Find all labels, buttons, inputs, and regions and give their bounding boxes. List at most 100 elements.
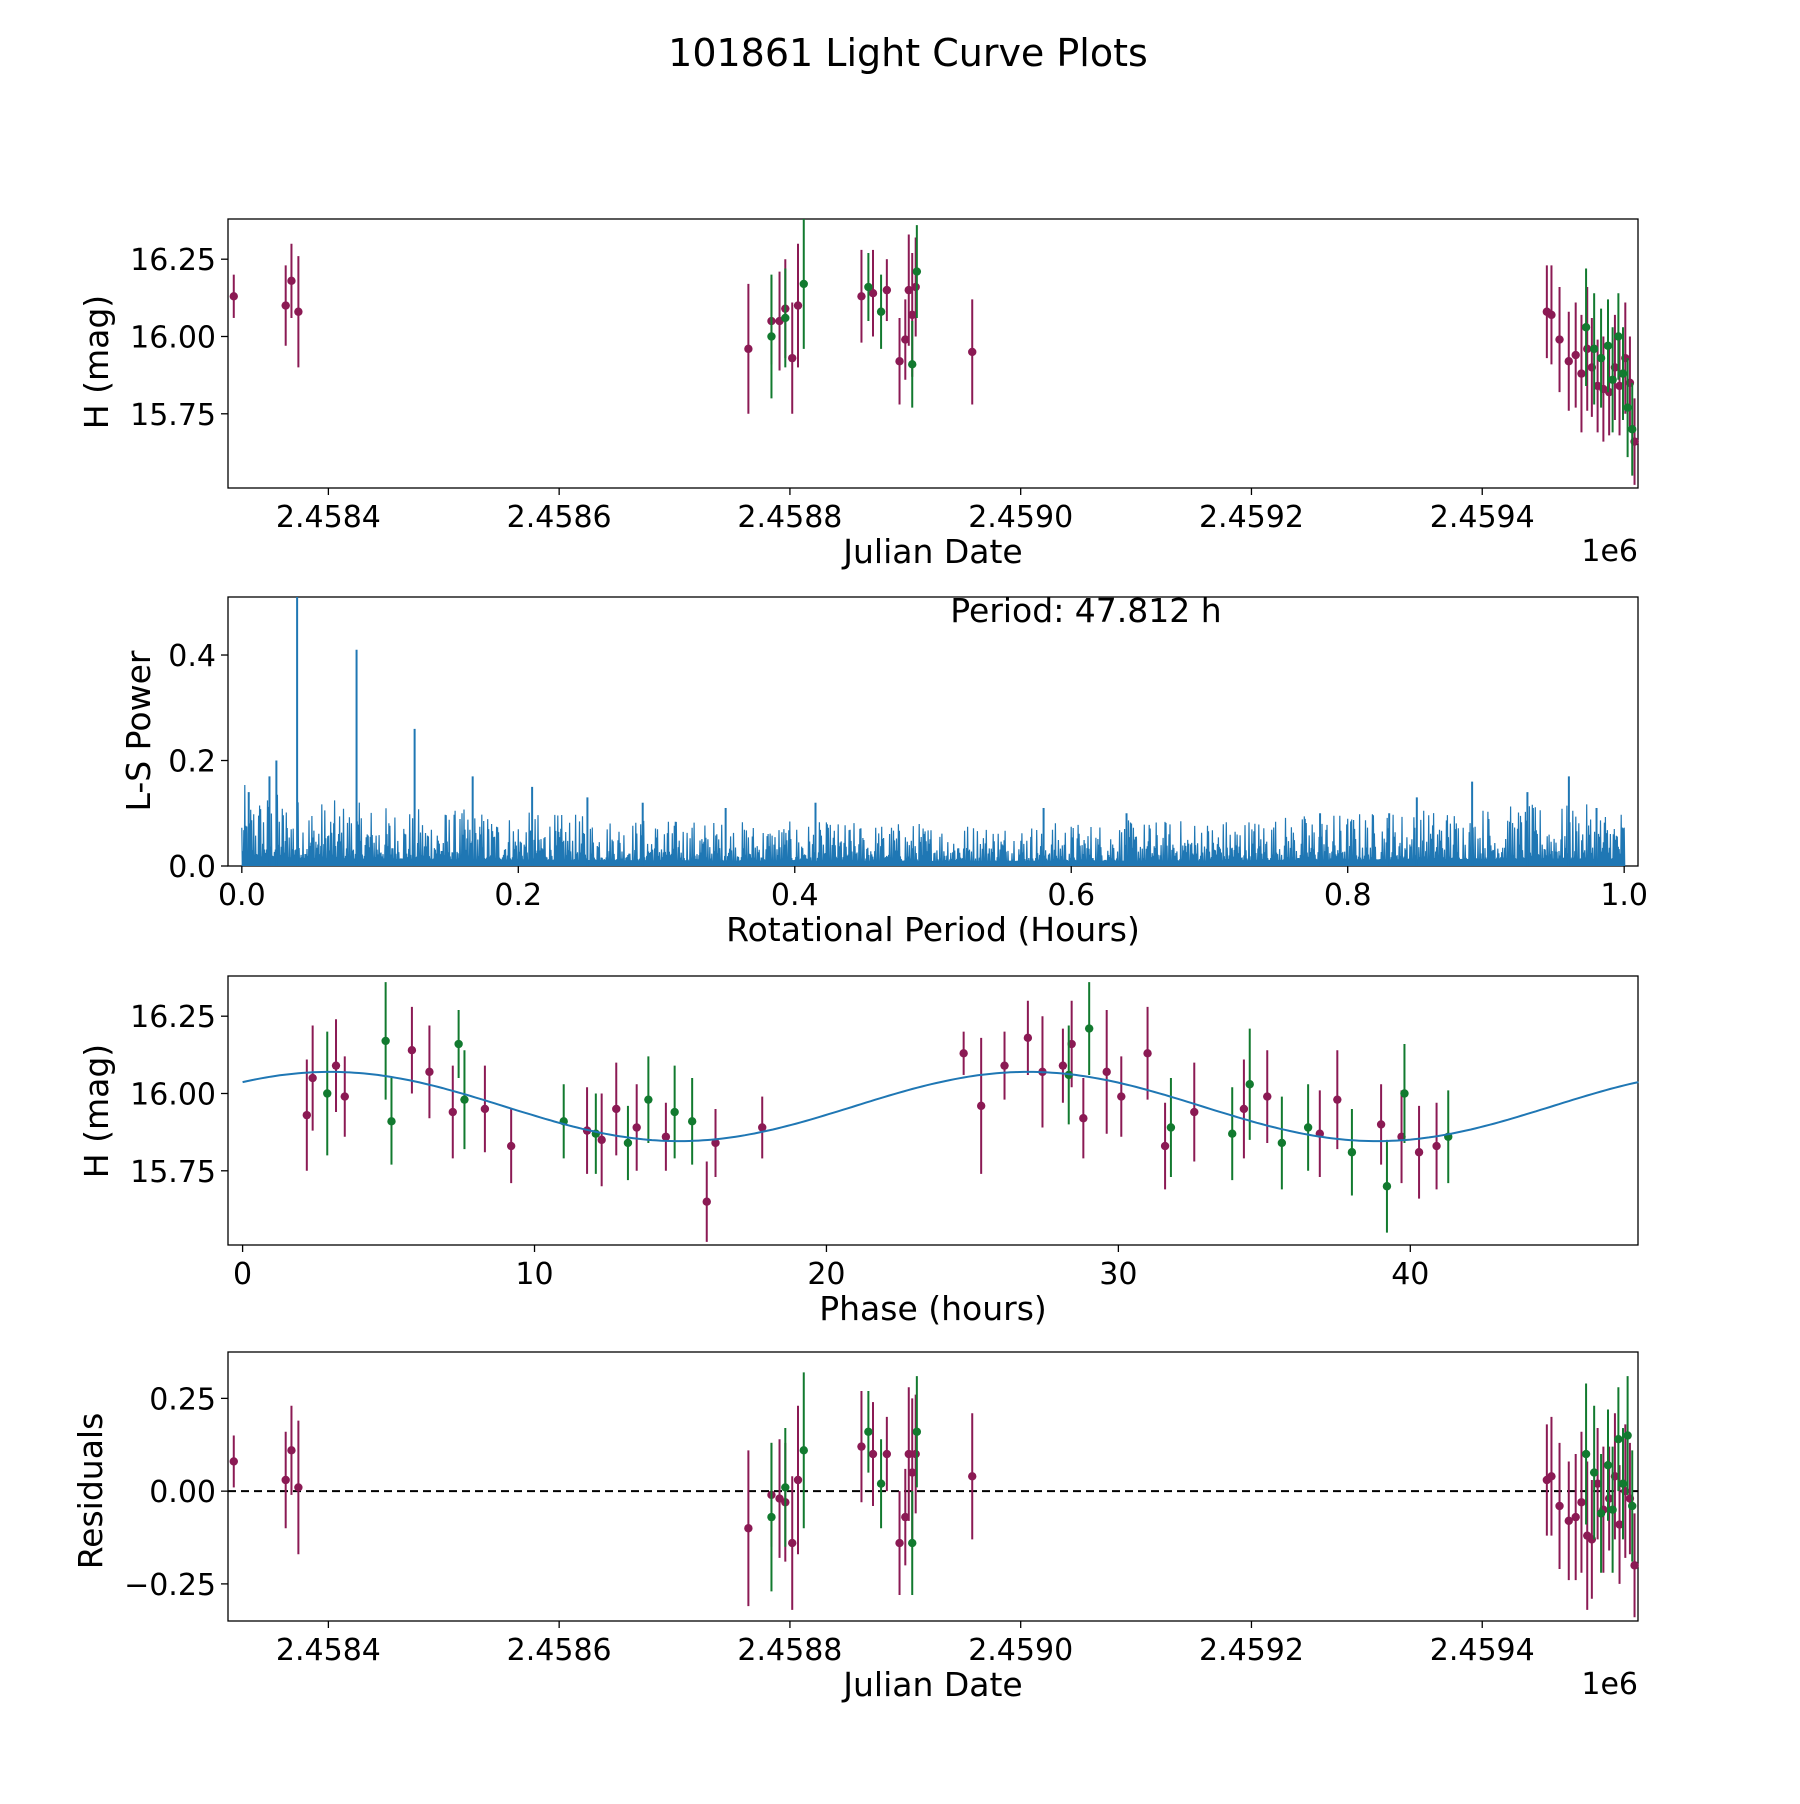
residuals-point <box>294 1483 303 1492</box>
lightcurve-point <box>744 344 753 354</box>
lightcurve-point <box>901 335 910 344</box>
residuals-point <box>1608 1505 1617 1514</box>
lightcurve-point <box>868 289 878 298</box>
residuals-point <box>1589 1468 1599 1477</box>
phased-point <box>1000 1061 1009 1070</box>
lightcurve-point <box>857 292 866 301</box>
phased-point <box>1084 1024 1094 1033</box>
phased-point <box>308 1073 317 1083</box>
lightcurve-point <box>793 301 803 310</box>
phased-point <box>687 1117 697 1126</box>
phased-ytick-label: 16.25 <box>130 1000 216 1035</box>
periodogram-frame <box>227 596 1639 867</box>
residuals-point <box>857 1442 866 1451</box>
residuals-xtick-label: 2.4584 <box>276 1633 381 1668</box>
residuals-point <box>901 1512 910 1522</box>
lightcurve-xtick-label: 2.4586 <box>507 500 612 535</box>
residuals-point <box>281 1475 290 1485</box>
lightcurve-point <box>1614 332 1623 341</box>
phased-point <box>1414 1148 1424 1157</box>
phased-point <box>644 1095 653 1104</box>
phased-point <box>1058 1061 1068 1070</box>
residuals-point <box>1593 1479 1602 1488</box>
residuals-point <box>868 1449 878 1459</box>
panel-lightcurve: Julian Date H (mag) 1e6 <box>77 295 1638 571</box>
lightcurve-xtick-label: 2.4588 <box>737 500 842 535</box>
residuals-point <box>793 1475 803 1485</box>
residuals-point <box>287 1446 296 1455</box>
phased-point <box>506 1141 516 1151</box>
residuals-point <box>1547 1472 1556 1481</box>
phased-point <box>302 1110 312 1120</box>
residuals-plot: 2.4584 2.4586 2.4588 2.4590 2.4592 2.4594 −0.2… <box>124 1351 1639 1668</box>
phased-point <box>1263 1092 1272 1101</box>
phased-point <box>670 1107 679 1117</box>
lightcurve-point <box>788 353 797 363</box>
residuals-point <box>1571 1512 1580 1522</box>
lightcurve-point <box>229 292 238 301</box>
phased-xtick-label: 40 <box>1391 1257 1429 1292</box>
residuals-xlabel: Julian Date <box>841 1665 1023 1704</box>
residuals-point <box>767 1512 776 1522</box>
phased-ytick-label: 16.00 <box>130 1077 216 1112</box>
residuals-point <box>1628 1501 1637 1511</box>
residuals-xtick-label: 2.4594 <box>1430 1633 1535 1668</box>
residuals-point <box>1630 1561 1639 1570</box>
lightcurve-point <box>1618 369 1628 378</box>
residuals-point <box>912 1427 922 1436</box>
phased-ylabel: H (mag) <box>77 1044 116 1178</box>
residuals-point <box>895 1538 904 1548</box>
panel-periodogram: Rotational Period (Hours) L-S Power Peri… <box>119 591 1222 949</box>
lightcurve-point <box>912 267 922 276</box>
residuals-point <box>1623 1431 1632 1440</box>
residuals-point <box>1614 1434 1623 1444</box>
lightcurve-xtick-label: 2.4592 <box>1199 500 1304 535</box>
phased-xtick-label: 30 <box>1099 1257 1137 1292</box>
lightcurve-point <box>1577 369 1586 378</box>
phased-xtick-label: 0 <box>233 1257 252 1292</box>
lightcurve-xlabel: Julian Date <box>841 532 1023 571</box>
phased-point <box>460 1095 469 1104</box>
phased-point <box>758 1123 767 1132</box>
phased-point <box>480 1104 490 1114</box>
phased-fit-line <box>242 1070 1639 1143</box>
phased-point <box>1102 1067 1111 1077</box>
lightcurve-plot: 2.4584 2.4586 2.4588 2.4590 2.4592 2.4594 15.7… <box>130 218 1639 535</box>
lightcurve-ytick-label: 16.25 <box>130 243 216 278</box>
lightcurve-point <box>882 285 892 295</box>
phased-point <box>702 1197 711 1206</box>
phased-point <box>1432 1141 1441 1151</box>
lightcurve-point <box>1623 403 1632 412</box>
lightcurve-point <box>799 279 808 289</box>
residuals-point <box>1564 1516 1573 1526</box>
residuals-ytick-label: 0.25 <box>149 1382 216 1417</box>
phased-point <box>632 1123 641 1132</box>
residuals-point <box>1555 1501 1564 1511</box>
lightcurve-ytick-label: 15.75 <box>130 398 216 433</box>
residuals-xtick-label: 2.4586 <box>507 1633 612 1668</box>
phased-point <box>1160 1141 1170 1151</box>
lightcurve-point <box>864 282 873 292</box>
lightcurve-point <box>1555 335 1564 344</box>
phased-point <box>1382 1182 1392 1191</box>
phased-point <box>387 1117 396 1126</box>
lightcurve-point <box>1603 341 1613 350</box>
lightcurve-point <box>904 285 913 295</box>
residuals-point <box>876 1479 886 1488</box>
periodogram-baseline <box>241 864 1625 866</box>
lightcurve-point <box>908 310 917 320</box>
residuals-point <box>908 1538 917 1548</box>
phased-point <box>1245 1080 1254 1089</box>
lightcurve-xtick-label: 2.4584 <box>276 500 381 535</box>
periodogram-xtick-label: 0.6 <box>1047 878 1095 913</box>
lightcurve-point <box>287 276 296 286</box>
periodogram-ytick-label: 0.4 <box>168 639 216 674</box>
phased-xlabel: Phase (hours) <box>819 1289 1047 1328</box>
periodogram-xtick-label: 0.2 <box>494 878 542 913</box>
lightcurve-point <box>1628 425 1637 434</box>
phased-point <box>623 1138 633 1148</box>
phased-point <box>454 1039 463 1049</box>
phased-xtick-label: 20 <box>807 1257 845 1292</box>
periodogram-xtick-label: 0.4 <box>771 878 819 913</box>
